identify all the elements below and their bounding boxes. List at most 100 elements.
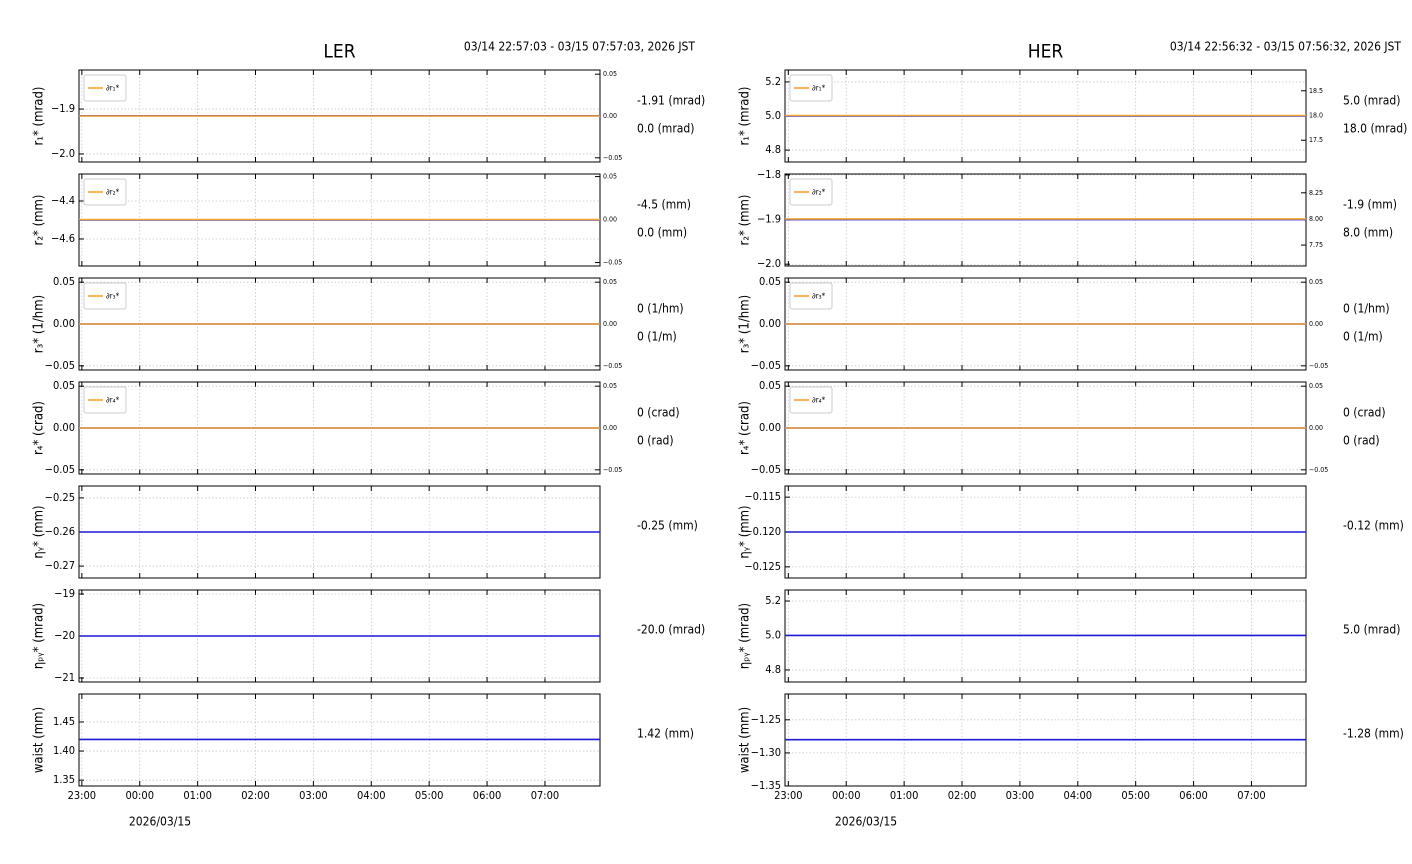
readout: -1.91 (mrad) [637, 94, 705, 108]
legend-box [83, 282, 127, 310]
y-tick-label: −1.25 [751, 713, 781, 726]
y-tick-label: −0.115 [744, 490, 781, 503]
legend-label: ∂r₁* [812, 84, 826, 93]
y2-tick-label: 18.5 [1309, 87, 1323, 95]
x-tick-label: 00:00 [832, 789, 861, 802]
y-tick-label: 4.8 [765, 663, 781, 676]
readout: 0.0 (mm) [637, 226, 687, 240]
y-tick-label: −0.120 [744, 525, 781, 538]
legend-label: ∂r₄* [106, 396, 120, 405]
readout: 0 (1/m) [637, 330, 677, 344]
y-axis-label: r₃* (1/hm) [32, 295, 47, 353]
legend-label: ∂r₂* [812, 188, 826, 197]
y-tick-label: 0.05 [53, 275, 75, 288]
y-axis-label: r₁* (mrad) [32, 87, 47, 146]
y2-tick-label: 0.00 [1309, 424, 1323, 432]
y-axis-label: r₄* (crad) [32, 401, 47, 455]
legend-label: ∂r₃* [812, 292, 826, 301]
y2-tick-label: 7.75 [1309, 241, 1323, 249]
x-tick-label: 07:00 [531, 789, 560, 802]
x-tick-label: 01:00 [183, 789, 212, 802]
legend-label: ∂r₁* [106, 84, 120, 93]
readout: 1.42 (mm) [637, 727, 694, 741]
x-tick-label: 03:00 [1006, 789, 1035, 802]
y-tick-label: 0.00 [759, 421, 781, 434]
legend-box [789, 282, 833, 310]
x-tick-label: 05:00 [1121, 789, 1150, 802]
y2-tick-label: 8.00 [1309, 215, 1323, 223]
y-tick-label: 5.0 [765, 109, 781, 122]
y-tick-label: −1.9 [51, 102, 75, 115]
y-tick-label: 0.05 [759, 379, 781, 392]
readout: -1.9 (mm) [1343, 198, 1397, 212]
y-axis-label: r₄* (crad) [738, 401, 753, 455]
legend-box [789, 386, 833, 414]
y-tick-label: −4.4 [51, 194, 75, 207]
readout: 0 (rad) [637, 434, 674, 448]
readout: 18.0 (mrad) [1343, 122, 1407, 136]
readout: 5.0 (mrad) [1343, 623, 1400, 637]
y2-tick-label: −0.05 [1309, 362, 1328, 370]
y-axis-label: waist (mm) [32, 707, 47, 773]
y-tick-label: −0.05 [45, 463, 75, 476]
y2-tick-label: 0.00 [603, 424, 617, 432]
y-axis-label: ηᵧ* (mm) [32, 505, 47, 558]
y-axis-label: ηₚᵧ* (mrad) [32, 603, 47, 669]
y-tick-label: −0.25 [45, 491, 75, 504]
y-tick-label: −0.27 [45, 559, 75, 572]
y2-tick-label: 18.0 [1309, 112, 1323, 120]
readout: 0 (1/hm) [637, 302, 684, 316]
y2-tick-label: −0.05 [603, 259, 622, 267]
y-tick-label: −1.9 [757, 213, 781, 226]
x-axis-label: 2026/03/15 [835, 815, 897, 829]
y-axis-label: waist (mm) [738, 707, 753, 773]
y-tick-label: 0.00 [759, 317, 781, 330]
x-tick-label: 06:00 [473, 789, 502, 802]
y2-tick-label: 0.05 [603, 382, 617, 390]
chart-title: HER [1028, 41, 1064, 63]
legend-box [83, 178, 127, 206]
readout: 0 (rad) [1343, 434, 1380, 448]
y-tick-label: −20 [54, 629, 75, 642]
y-tick-label: −21 [54, 671, 75, 684]
readout: 0 (crad) [637, 406, 680, 420]
y2-tick-label: 17.5 [1309, 136, 1323, 144]
readout: -0.25 (mm) [637, 519, 698, 533]
y2-tick-label: 0.00 [603, 320, 617, 328]
y-tick-label: −0.05 [751, 463, 781, 476]
x-axis-label: 2026/03/15 [129, 815, 191, 829]
legend-label: ∂r₃* [106, 292, 120, 301]
y-tick-label: −0.05 [751, 359, 781, 372]
y2-tick-label: −0.05 [603, 154, 622, 162]
y2-tick-label: 0.05 [603, 70, 617, 78]
readout: -1.28 (mm) [1343, 727, 1404, 741]
readout: 8.0 (mm) [1343, 226, 1393, 240]
y-tick-label: 1.45 [53, 715, 75, 728]
readout: -20.0 (mrad) [637, 623, 705, 637]
y2-tick-label: 0.05 [1309, 382, 1323, 390]
y-tick-label: −0.26 [45, 525, 75, 538]
legend-box [789, 74, 833, 102]
readout: 5.0 (mrad) [1343, 94, 1400, 108]
chart-subtitle: 03/14 22:56:32 - 03/15 07:56:32, 2026 JS… [1170, 40, 1402, 54]
x-tick-label: 02:00 [241, 789, 270, 802]
y2-tick-label: −0.05 [1309, 466, 1328, 474]
readout: -4.5 (mm) [637, 198, 691, 212]
y2-tick-label: 0.05 [603, 173, 617, 181]
y2-tick-label: 0.00 [1309, 320, 1323, 328]
y2-tick-label: 0.05 [1309, 278, 1323, 286]
x-tick-label: 05:00 [415, 789, 444, 802]
x-tick-label: 02:00 [948, 789, 977, 802]
y-tick-label: 5.2 [765, 75, 781, 88]
legend-label: ∂r₂* [106, 188, 120, 197]
x-tick-label: 04:00 [1064, 789, 1093, 802]
y-tick-label: −19 [54, 587, 75, 600]
legend-box [83, 386, 127, 414]
y2-tick-label: 0.00 [603, 112, 617, 120]
y-tick-label: 0.00 [53, 421, 75, 434]
x-tick-label: 01:00 [890, 789, 919, 802]
readout: 0.0 (mrad) [637, 122, 694, 136]
y2-tick-label: −0.05 [603, 466, 622, 474]
y-tick-label: 1.40 [53, 744, 75, 757]
